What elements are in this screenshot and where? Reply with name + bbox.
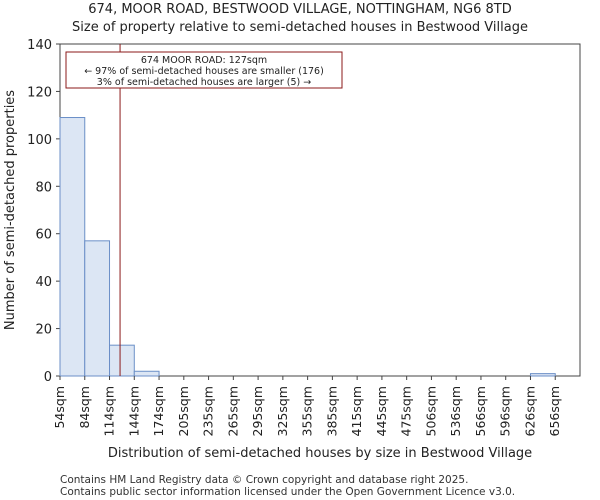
x-tick-label: 506sqm <box>423 386 438 436</box>
bar-144sqm <box>133 370 160 377</box>
bar-626sqm <box>529 373 556 377</box>
x-tick-label: 385sqm <box>324 386 339 436</box>
bar-114sqm <box>109 344 135 377</box>
x-tick-label: 596sqm <box>498 386 513 436</box>
x-tick-label: 114sqm <box>102 386 117 436</box>
y-tick-label: 140 <box>27 38 52 53</box>
y-tick-label: 120 <box>27 85 52 100</box>
x-tick-label: 415sqm <box>349 386 364 436</box>
x-tick-label: 174sqm <box>151 386 166 436</box>
annotation-line: 674 MOOR ROAD: 127sqm <box>141 55 267 66</box>
x-tick-label: 656sqm <box>547 386 562 436</box>
x-tick-label: 84sqm <box>77 386 92 429</box>
x-tick-label: 295sqm <box>250 386 265 436</box>
chart-subtitle: Size of property relative to semi-detach… <box>72 20 528 35</box>
bar-54sqm <box>59 117 86 377</box>
bar-84sqm <box>84 240 111 377</box>
x-tick-label: 536sqm <box>448 386 463 436</box>
y-tick-label: 0 <box>44 370 52 385</box>
chart-title: 674, MOOR ROAD, BESTWOOD VILLAGE, NOTTIN… <box>88 2 512 17</box>
x-tick-label: 144sqm <box>126 386 141 436</box>
y-tick-label: 100 <box>27 133 52 148</box>
x-tick-label: 355sqm <box>300 386 315 436</box>
x-tick-label: 475sqm <box>399 386 414 436</box>
x-axis-label: Distribution of semi-detached houses by … <box>108 446 532 461</box>
x-tick-label: 265sqm <box>225 386 240 436</box>
footer-line-1: Contains HM Land Registry data © Crown c… <box>60 474 469 486</box>
annotation-line: 3% of semi-detached houses are larger (5… <box>97 77 311 88</box>
y-tick-label: 20 <box>35 323 52 338</box>
footer-line-2: Contains public sector information licen… <box>60 486 516 498</box>
x-tick-label: 626sqm <box>522 386 537 436</box>
x-tick-label: 54sqm <box>52 386 67 429</box>
plot-frame <box>59 43 581 377</box>
x-tick-label: 205sqm <box>176 386 191 436</box>
x-tick-label: 445sqm <box>374 386 389 436</box>
annotation-line: ← 97% of semi-detached houses are smalle… <box>84 66 324 77</box>
x-tick-label: 566sqm <box>473 386 488 436</box>
y-tick-label: 80 <box>35 180 52 195</box>
x-tick-label: 325sqm <box>275 386 290 436</box>
y-axis-label: Number of semi-detached properties <box>3 90 18 330</box>
y-tick-label: 60 <box>35 228 52 243</box>
x-tick-label: 235sqm <box>201 386 216 436</box>
annotation-box <box>65 51 343 89</box>
y-tick-label: 40 <box>35 275 52 290</box>
